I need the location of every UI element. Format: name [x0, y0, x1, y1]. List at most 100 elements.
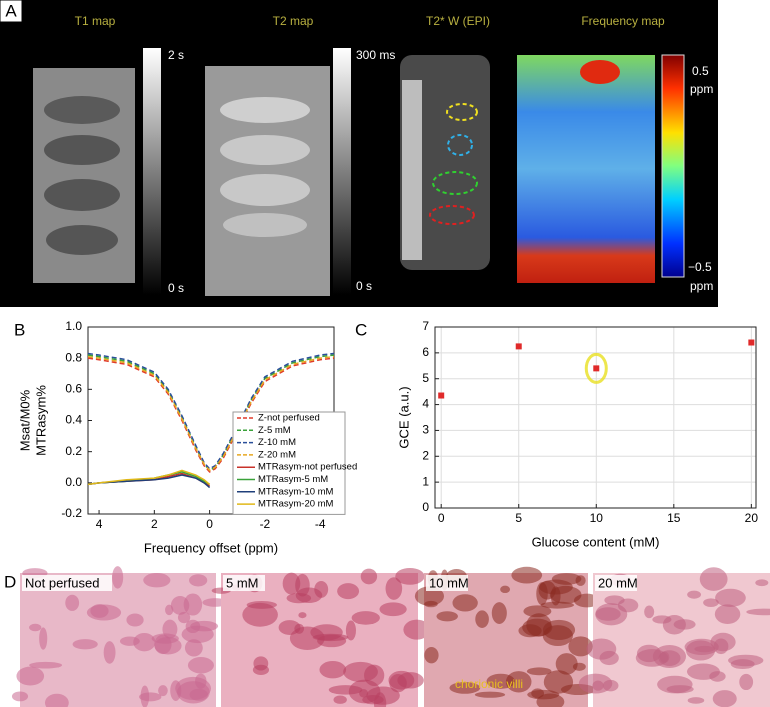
colorbar-label: −0.5 [688, 260, 712, 274]
tissue-blob [686, 663, 720, 680]
tissue-blob [242, 602, 278, 627]
tissue-blob [360, 568, 378, 585]
y-tick-label: 0.0 [65, 475, 82, 489]
y-tick-label: 4 [422, 397, 429, 411]
tissue-blob [333, 695, 347, 704]
tissue-blob [511, 566, 543, 584]
tissue-blob [90, 604, 109, 618]
tissue-blob [286, 593, 312, 604]
annotation: chorionic villi [455, 677, 523, 691]
colorbar-label: ppm [690, 279, 713, 293]
tissue-blob [518, 624, 542, 638]
tissue-blob [491, 602, 507, 624]
y-axis-label: GCE (a.u.) [396, 386, 411, 448]
tissue-blob [112, 566, 124, 589]
tissue-blob [652, 615, 672, 624]
tissue-blob [348, 679, 381, 704]
y-tick-label: 0 [422, 500, 429, 514]
colorbar-label: 0 s [356, 279, 372, 293]
tissue-blob [687, 590, 702, 599]
tissue-blob [140, 685, 150, 707]
tissue-blob [715, 588, 746, 608]
tissue-blob [29, 661, 63, 669]
tissue-blob [39, 627, 48, 650]
tissue-blob [16, 666, 45, 686]
image-label-box [426, 575, 468, 591]
tissue-blob [542, 625, 573, 647]
frequency-image [517, 55, 655, 283]
tissue-blob [586, 638, 617, 660]
tissue-blob [536, 582, 548, 606]
tissue-blob [65, 594, 80, 611]
tissue-blob [337, 583, 360, 600]
map-title: T2 map [273, 14, 314, 28]
series-line [87, 355, 335, 472]
colorbar-label: 0.5 [692, 64, 709, 78]
tissue-blob [414, 586, 445, 606]
tissue-blob [452, 594, 478, 612]
map-title: T1 map [75, 14, 116, 28]
panel-label: A [5, 1, 17, 20]
point [748, 339, 755, 346]
tissue-blob [543, 670, 574, 694]
x-tick-label: -4 [315, 517, 326, 531]
y-tick-label: 1.0 [65, 319, 82, 333]
tissue-blob [319, 661, 347, 679]
x-tick-label: 10 [590, 511, 604, 525]
chart: 4 2 0 -2 -4 -0.2 0.0 0.2 0.4 0.6 0.8 1.0 Z-not perfu… [17, 319, 357, 555]
tissue-blob [158, 685, 168, 697]
tissue-blob [246, 600, 277, 609]
tissue-blob [449, 682, 481, 694]
legend-label: MTRasym-20 mM [258, 499, 334, 510]
legend-label: Z-20 mM [258, 449, 296, 460]
tissue-blob [673, 619, 696, 630]
series-line [87, 469, 211, 486]
y-tick-label: 6 [422, 345, 429, 359]
tissue-blob [11, 691, 29, 702]
x-tick-label: 15 [667, 511, 681, 525]
image-label: 5 mM [226, 575, 259, 590]
colorbar-label: 2 s [168, 48, 184, 62]
tissue-blob [29, 623, 42, 632]
tissue-blob [103, 641, 116, 664]
map-title: T2* W (EPI) [426, 14, 490, 28]
highlight [584, 352, 608, 384]
x-tick-label: 5 [515, 511, 522, 525]
tissue-blob [652, 644, 687, 668]
tissue-blob [505, 671, 532, 693]
y-tick-label: 5 [422, 371, 429, 385]
tissue-blob [424, 600, 438, 608]
tissue-blob [175, 676, 211, 701]
tissue-blob [728, 654, 764, 667]
x-tick-label: 0 [206, 517, 213, 531]
t1-image [33, 68, 135, 283]
panel-label: C [355, 320, 367, 339]
tissue-blob [617, 598, 639, 613]
tissue-blob [712, 690, 737, 707]
tissue-blob [424, 646, 439, 664]
tissue-blob [474, 691, 506, 698]
image-label: Not perfused [25, 575, 99, 590]
y-axis-label: MTRasym% [33, 385, 48, 456]
image-label-box [595, 575, 637, 591]
point [593, 365, 600, 372]
tissue-blob [282, 572, 301, 595]
tissue-blob [345, 620, 356, 641]
epi-image [400, 55, 490, 270]
tissue-blob [703, 598, 719, 607]
series-line [87, 357, 335, 473]
tissue-blob [657, 675, 693, 694]
y-tick-label: -0.2 [61, 506, 82, 520]
legend-label: Z-5 mM [258, 425, 291, 436]
chart: 0 5 10 15 20 0 1 2 3 4 5 6 7 Glucose content (mM) GCE … [396, 319, 758, 549]
tissue-blob [133, 632, 156, 652]
y-tick-label: 0.2 [65, 444, 82, 458]
tissue-blob [310, 624, 343, 641]
tissue-blob [739, 673, 754, 691]
tissue-blob [536, 693, 565, 707]
t1-colorbar [143, 48, 161, 295]
x-tick-label: 2 [151, 517, 158, 531]
tissue-blob [253, 656, 269, 671]
y-tick-label: 1 [422, 474, 429, 488]
